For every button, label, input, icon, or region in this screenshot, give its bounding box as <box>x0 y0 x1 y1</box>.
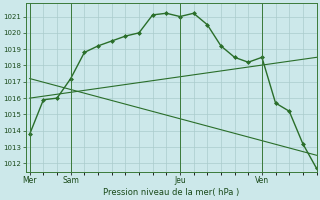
X-axis label: Pression niveau de la mer( hPa ): Pression niveau de la mer( hPa ) <box>103 188 239 197</box>
